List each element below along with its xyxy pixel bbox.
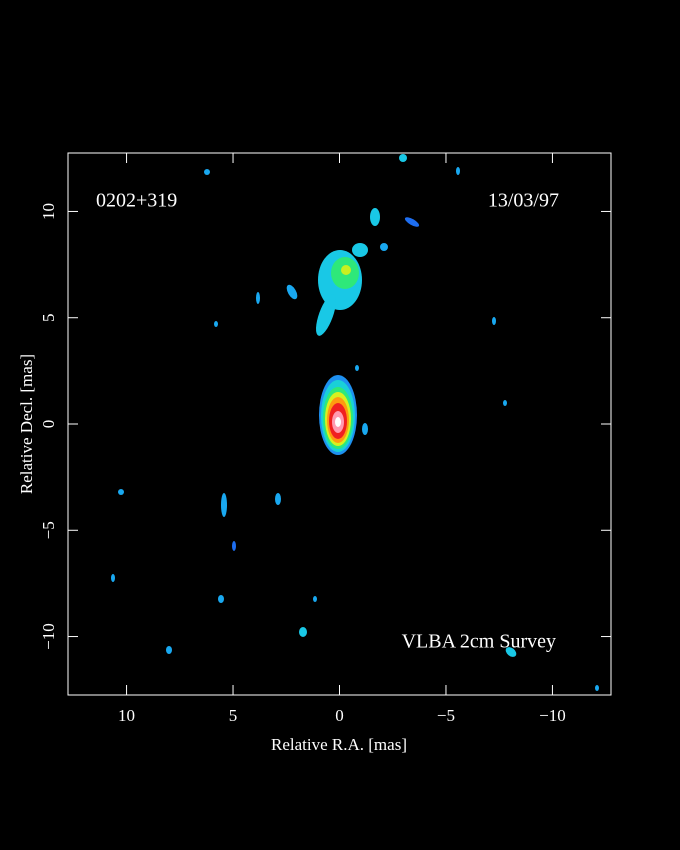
- speck: [313, 596, 317, 602]
- speck: [595, 685, 599, 691]
- observation-date: 13/03/97: [488, 190, 559, 212]
- speck: [204, 169, 210, 175]
- jet-emission: [316, 294, 336, 336]
- y-tick-label: −5: [39, 521, 58, 539]
- x-tick-label: 10: [118, 706, 135, 725]
- speck: [232, 541, 236, 551]
- speck: [118, 489, 124, 495]
- speck: [218, 595, 224, 603]
- y-tick-label: 10: [39, 203, 58, 220]
- speck: [355, 365, 359, 371]
- x-tick-label: −10: [539, 706, 566, 725]
- x-axis-label: Relative R.A. [mas]: [271, 735, 407, 754]
- speck: [492, 317, 496, 325]
- speck: [456, 167, 460, 175]
- speck: [404, 217, 420, 227]
- x-tick-label: 0: [335, 706, 344, 725]
- speck: [399, 154, 407, 162]
- speck: [380, 243, 388, 251]
- speck: [505, 647, 517, 657]
- core-emission: [335, 417, 341, 427]
- source-name: 0202+319: [96, 190, 177, 212]
- x-tick-label: 5: [229, 706, 238, 725]
- speck: [503, 400, 507, 406]
- speck: [221, 493, 227, 517]
- jet-emission: [341, 265, 351, 275]
- image-map: [111, 154, 599, 691]
- annotation: VLBA 2cm Survey: [402, 631, 556, 653]
- y-tick-label: 5: [39, 313, 58, 322]
- speck: [166, 646, 172, 654]
- y-tick-label: −10: [39, 623, 58, 650]
- speck: [111, 574, 115, 582]
- speck: [286, 284, 298, 300]
- speck: [256, 292, 260, 304]
- y-axis-label: Relative Decl. [mas]: [17, 354, 36, 494]
- y-tick-label: 0: [39, 420, 58, 429]
- jet-emission: [352, 243, 368, 257]
- speck: [362, 423, 368, 435]
- speck: [299, 627, 307, 637]
- speck: [214, 321, 218, 327]
- x-tick-label: −5: [437, 706, 455, 725]
- speck: [275, 493, 281, 505]
- jet-emission: [370, 208, 380, 226]
